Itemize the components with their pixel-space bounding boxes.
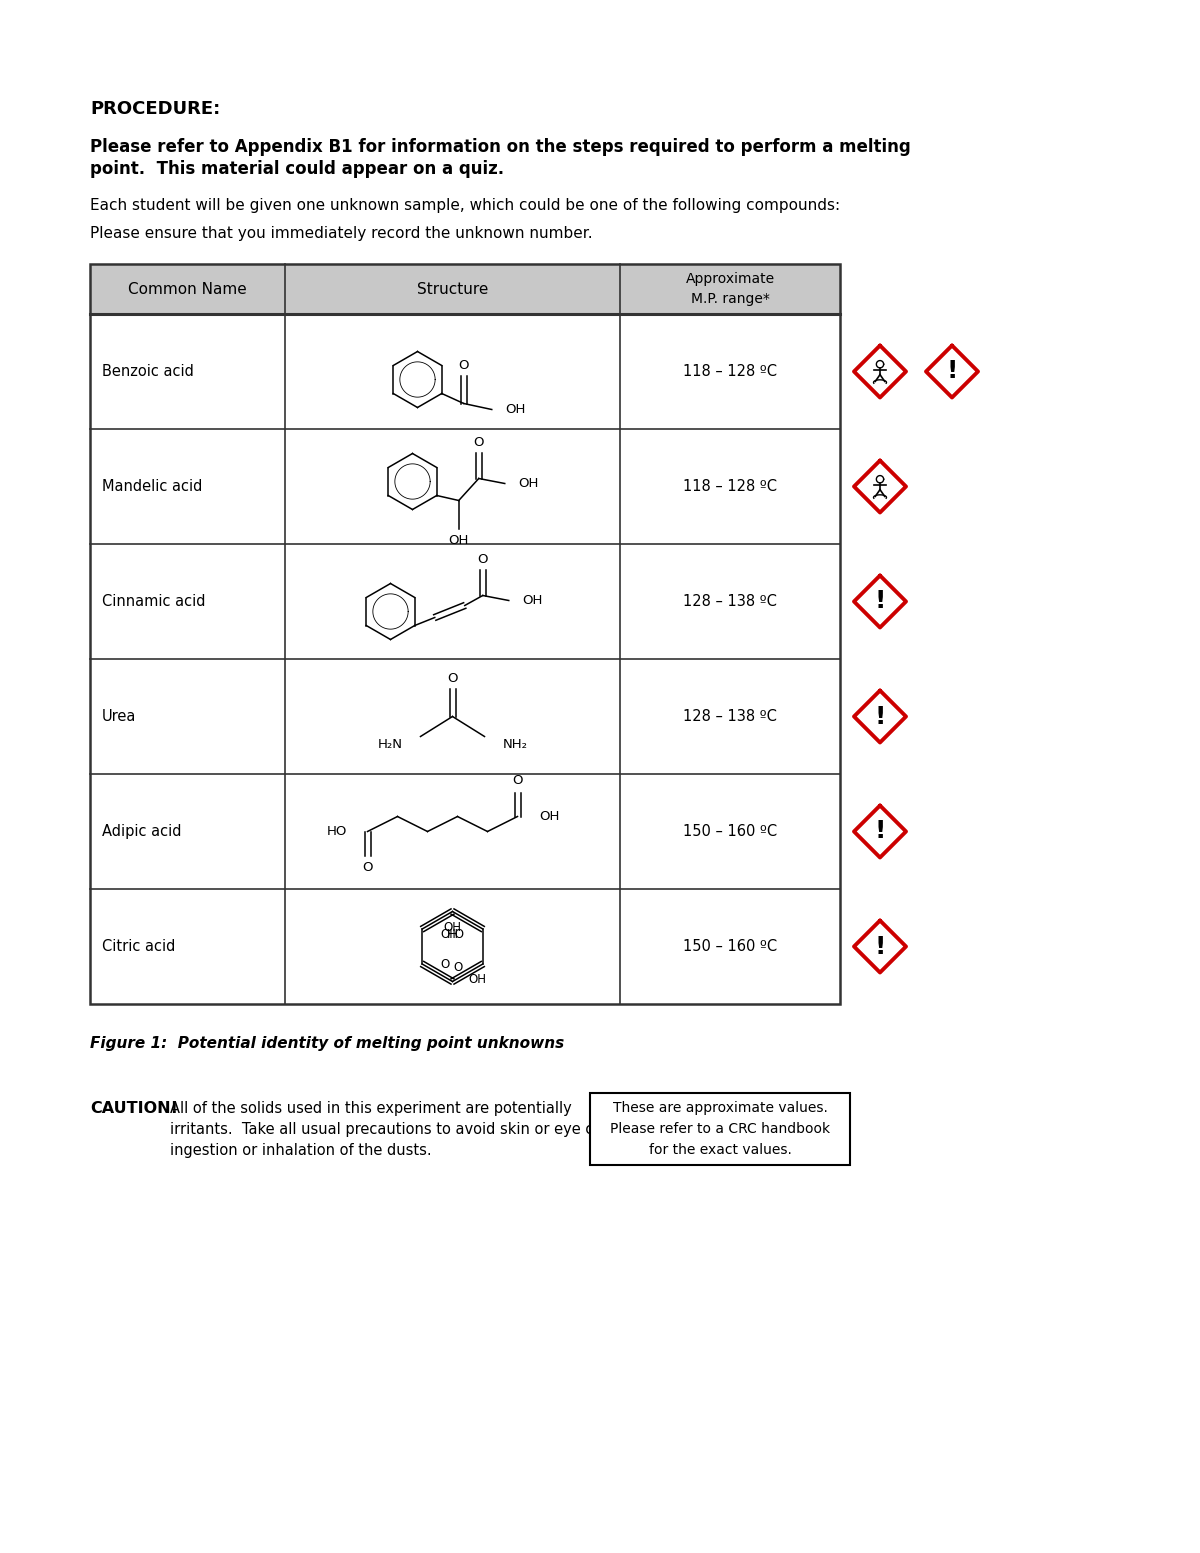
Text: 118 – 128 ºC: 118 – 128 ºC (683, 363, 778, 379)
Text: Please ensure that you immediately record the unknown number.: Please ensure that you immediately recor… (90, 227, 593, 241)
Text: !: ! (947, 359, 958, 384)
Text: All of the solids used in this experiment are potentially
irritants.  Take all u: All of the solids used in this experimen… (170, 1101, 644, 1159)
Text: Mandelic acid: Mandelic acid (102, 478, 203, 494)
FancyBboxPatch shape (90, 264, 840, 314)
Text: Citric acid: Citric acid (102, 940, 175, 954)
Text: Approximate
M.P. range*: Approximate M.P. range* (685, 272, 774, 306)
Text: HO: HO (328, 825, 348, 839)
Text: point.  This material could appear on a quiz.: point. This material could appear on a q… (90, 160, 504, 179)
Text: Each student will be given one unknown sample, which could be one of the followi: Each student will be given one unknown s… (90, 197, 840, 213)
Text: CAUTION!: CAUTION! (90, 1101, 178, 1117)
Text: OH: OH (440, 927, 458, 941)
Text: O: O (458, 359, 469, 373)
Text: Figure 1:  Potential identity of melting point unknowns: Figure 1: Potential identity of melting … (90, 1036, 564, 1051)
Text: PROCEDURE:: PROCEDURE: (90, 99, 221, 118)
Text: 128 – 138 ºC: 128 – 138 ºC (683, 593, 776, 609)
Text: O: O (440, 958, 450, 971)
Text: O: O (452, 961, 462, 974)
Text: Cinnamic acid: Cinnamic acid (102, 593, 205, 609)
Text: OH: OH (523, 593, 544, 607)
Text: !: ! (875, 590, 886, 613)
Text: Benzoic acid: Benzoic acid (102, 363, 194, 379)
Text: 128 – 138 ºC: 128 – 138 ºC (683, 710, 776, 724)
Text: !: ! (875, 935, 886, 958)
Text: 150 – 160 ºC: 150 – 160 ºC (683, 940, 778, 954)
Text: NH₂: NH₂ (503, 738, 528, 752)
Bar (90, 264, 840, 1003)
Text: O: O (448, 672, 457, 685)
Text: OH: OH (449, 534, 469, 547)
Text: OH: OH (518, 477, 539, 491)
Text: OH: OH (505, 402, 526, 416)
Bar (590, 1093, 850, 1165)
Text: Urea: Urea (102, 710, 137, 724)
Text: OH: OH (444, 921, 462, 933)
Text: HO: HO (446, 927, 464, 941)
Text: 118 – 128 ºC: 118 – 128 ºC (683, 478, 778, 494)
Text: H₂N: H₂N (378, 738, 402, 752)
Text: O: O (362, 860, 373, 874)
Text: O: O (474, 436, 484, 449)
Text: OH: OH (468, 974, 486, 986)
Text: Structure: Structure (416, 281, 488, 297)
Text: Please refer to Appendix B1 for information on the steps required to perform a m: Please refer to Appendix B1 for informat… (90, 138, 911, 155)
Text: These are approximate values.
Please refer to a CRC handbook
for the exact value: These are approximate values. Please ref… (610, 1101, 830, 1157)
Text: Common Name: Common Name (128, 281, 247, 297)
Text: !: ! (875, 820, 886, 843)
Text: Adipic acid: Adipic acid (102, 825, 181, 839)
Text: O: O (512, 773, 523, 787)
Text: O: O (478, 553, 488, 565)
Text: OH: OH (540, 811, 560, 823)
Text: !: ! (875, 705, 886, 728)
Text: 150 – 160 ºC: 150 – 160 ºC (683, 825, 778, 839)
